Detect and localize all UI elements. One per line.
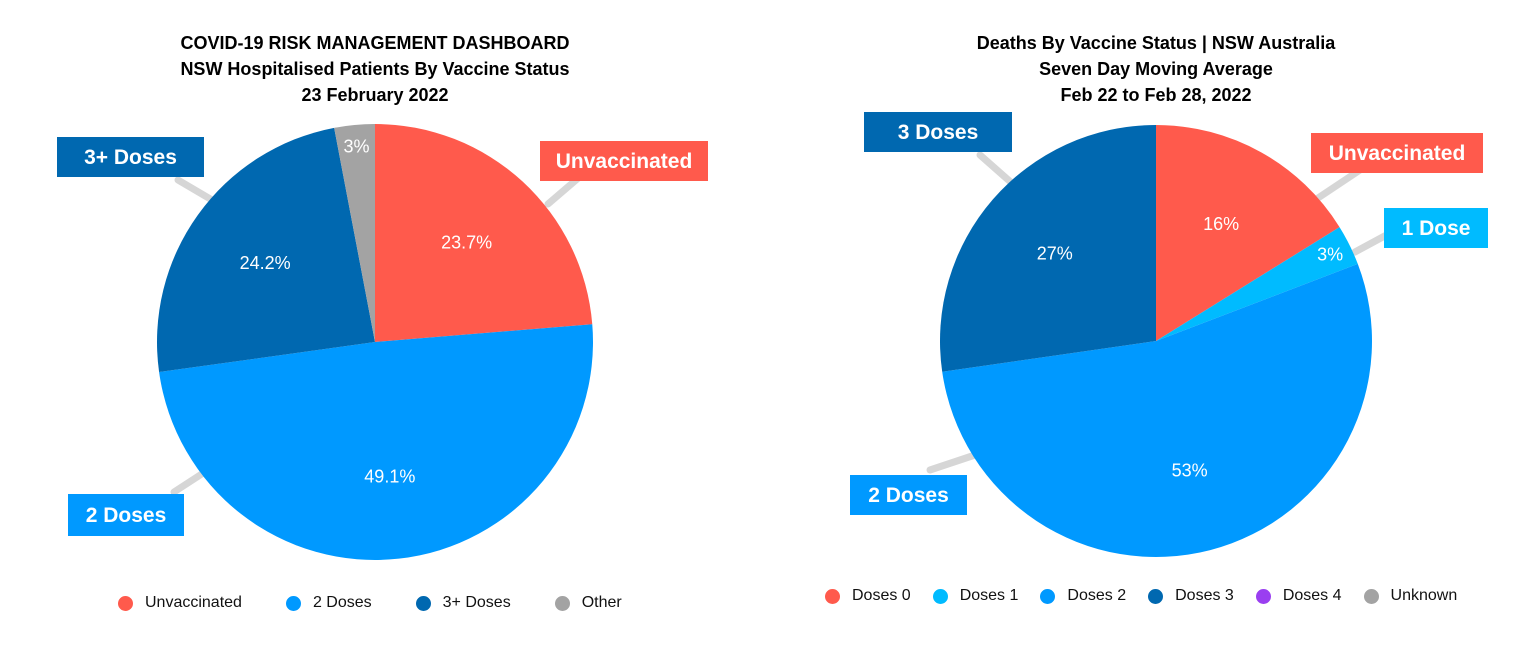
slice-value-label: 3%	[344, 137, 370, 157]
callout-unvaccinated: Unvaccinated	[540, 141, 708, 181]
legend-swatch-icon	[825, 588, 840, 604]
hospitalised-pie-chart: 23.7% 49.1% 24.2% 3% Unvaccinated 2 Doses 3+ D…	[57, 124, 708, 560]
callout-box	[850, 475, 967, 515]
legend-label: Doses 1	[959, 587, 1019, 604]
pie-slice-doses-2[interactable]	[942, 263, 1372, 557]
legend-swatch-icon	[1148, 588, 1164, 604]
legend-swatch-icon	[932, 588, 948, 604]
chart-title-line: COVID-19 RISK MANAGEMENT DASHBOARD	[180, 33, 570, 53]
callout-leader-line	[926, 451, 979, 474]
slice-value-label: 16%	[1203, 214, 1239, 234]
legend-item-3-doses[interactable]: 3+ Doses	[415, 594, 511, 612]
legend-item-doses-4[interactable]: Doses 4	[1255, 587, 1342, 605]
slice-value-label: 49.1%	[364, 466, 415, 486]
legend-label: Other	[581, 594, 622, 611]
legend-label: Doses 4	[1282, 587, 1342, 604]
legend-item-doses-2[interactable]: Doses 2	[1040, 587, 1126, 605]
callout-box	[540, 141, 708, 181]
legend-swatch-icon	[1255, 588, 1271, 604]
slice-value-label: 53%	[1172, 461, 1208, 481]
legend-label: Unvaccinated	[145, 594, 242, 611]
hospitalised-chart-panel: COVID-19 RISK MANAGEMENT DASHBOARD NSW H…	[0, 0, 760, 646]
legend-swatch-icon	[415, 595, 431, 611]
legend-item-doses-1[interactable]: Doses 1	[932, 587, 1019, 605]
chart-title: Deaths By Vaccine Status | NSW Australia…	[770, 30, 1540, 108]
callout-label: 3+ Doses	[84, 146, 177, 169]
legend-label: Doses 2	[1067, 587, 1127, 604]
callout-box	[68, 494, 184, 536]
slice-value-label: 23.7%	[441, 233, 492, 253]
callout-label: 1 Dose	[1402, 217, 1471, 240]
callout-leader-line	[976, 151, 1018, 189]
callout-label: 2 Doses	[86, 504, 167, 527]
pie-slice-doses-0[interactable]	[1156, 125, 1340, 341]
legend-swatch-icon	[285, 595, 301, 611]
legend-swatch-icon	[1363, 588, 1379, 604]
callout-3-doses: 3 Doses	[864, 112, 1012, 152]
legend-item-unknown[interactable]: Unknown	[1363, 587, 1458, 605]
callout-2-doses: 2 Doses	[850, 475, 967, 515]
callout-box	[1311, 133, 1483, 173]
chart-legend: Unvaccinated 2 Doses 3+ Doses Other	[118, 594, 666, 612]
callout-3-doses: 3+ Doses	[57, 137, 204, 177]
callout-leader-line	[174, 176, 216, 204]
slice-value-label: 27%	[1037, 243, 1073, 263]
slice-value-label: 3%	[1317, 245, 1343, 265]
chart-title-line: Feb 22 to Feb 28, 2022	[1060, 85, 1252, 105]
pie-slice-other[interactable]	[334, 124, 375, 342]
legend-swatch-icon	[1040, 588, 1056, 604]
callout-box	[864, 112, 1012, 152]
pie-slice-2-doses[interactable]	[159, 324, 593, 560]
chart-title-line: Deaths By Vaccine Status | NSW Australia	[976, 33, 1336, 53]
legend-item-2-doses[interactable]: 2 Doses	[285, 594, 372, 612]
callout-label: 2 Doses	[868, 484, 949, 507]
legend-label: 3+ Doses	[442, 594, 511, 611]
pie-slice-doses-1[interactable]	[1156, 227, 1358, 341]
callout-label: 3 Doses	[898, 121, 979, 144]
deaths-pie-chart: 16% 3% 53% 27% Unvaccinated 1 Dose 2 Doses 3 Do…	[850, 112, 1488, 557]
legend-item-doses-3[interactable]: Doses 3	[1148, 587, 1234, 605]
pie-slice-doses-3[interactable]	[940, 125, 1156, 372]
chart-title-line: Seven Day Moving Average	[1039, 59, 1273, 79]
callout-2-doses: 2 Doses	[68, 494, 184, 536]
legend-item-doses-0[interactable]: Doses 0	[825, 587, 911, 605]
chart-title: COVID-19 RISK MANAGEMENT DASHBOARD NSW H…	[0, 30, 750, 108]
callout-leader-line	[1314, 166, 1364, 202]
pie-slice-3-doses[interactable]	[157, 127, 375, 373]
callout-1-dose: 1 Dose	[1384, 208, 1488, 248]
legend-label: Unknown	[1390, 587, 1458, 604]
callout-box	[1384, 208, 1488, 248]
legend-swatch-icon	[554, 595, 570, 611]
chart-legend: Doses 0 Doses 1 Doses 2 Doses 3 Doses 4 Unkno…	[825, 587, 1479, 605]
callout-unvaccinated: Unvaccinated	[1311, 133, 1483, 173]
callout-label: Unvaccinated	[556, 150, 693, 173]
legend-label: 2 Doses	[312, 594, 372, 611]
legend-label: Doses 0	[852, 587, 911, 604]
slice-value-label: 24.2%	[240, 253, 291, 273]
chart-title-line: NSW Hospitalised Patients By Vaccine Sta…	[180, 59, 570, 79]
legend-item-unvaccinated[interactable]: Unvaccinated	[118, 594, 242, 612]
legend-label: Doses 3	[1175, 587, 1234, 604]
legend-item-other[interactable]: Other	[554, 594, 622, 612]
pie-slice-unvaccinated[interactable]	[375, 124, 593, 342]
callout-box	[57, 137, 204, 177]
deaths-chart-panel: Deaths By Vaccine Status | NSW Australia…	[770, 0, 1540, 646]
chart-title-line: 23 February 2022	[301, 85, 449, 105]
legend-swatch-icon	[118, 595, 133, 611]
callout-label: Unvaccinated	[1329, 142, 1466, 165]
